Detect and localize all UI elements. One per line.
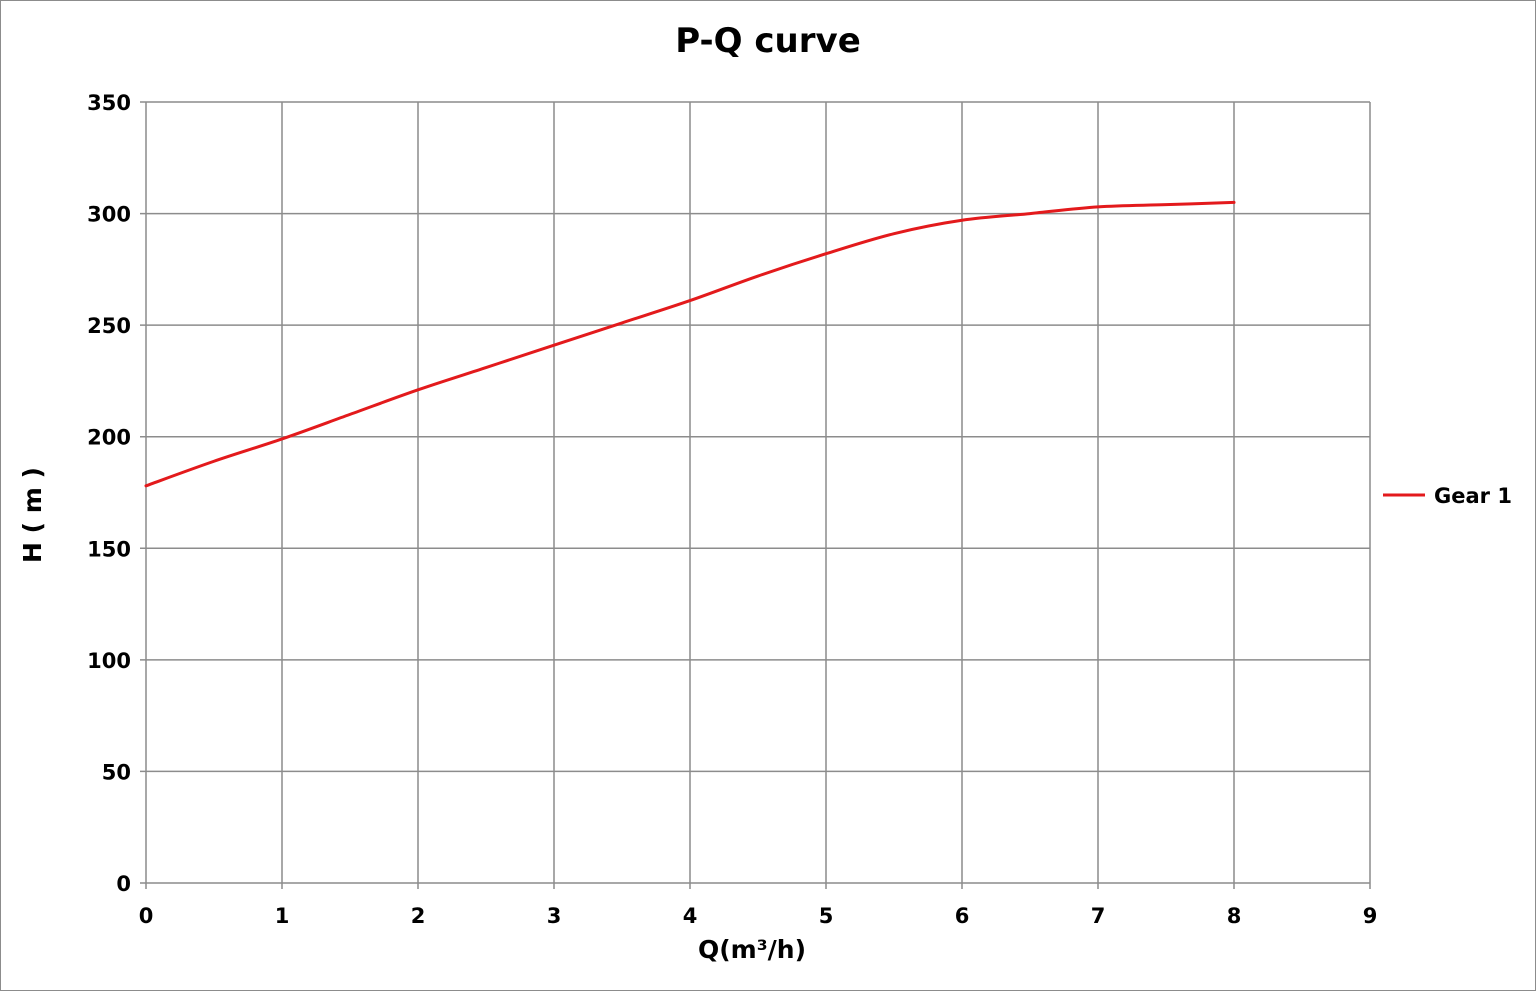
- y-tick-label: 300: [87, 203, 131, 227]
- x-tick-label: 9: [1363, 904, 1378, 928]
- y-tick-label: 150: [87, 537, 131, 561]
- x-tick-label: 7: [1091, 904, 1106, 928]
- x-tick-label: 1: [275, 904, 290, 928]
- y-tick-label: 0: [116, 872, 131, 896]
- y-tick-label: 200: [87, 426, 131, 450]
- x-axis-label: Q(m³/h): [698, 935, 806, 964]
- x-tick-label: 6: [955, 904, 970, 928]
- y-tick-label: 100: [87, 649, 131, 673]
- legend: Gear 1: [1383, 484, 1512, 508]
- series-lines: [144, 200, 1236, 488]
- chart-title: P-Q curve: [675, 21, 861, 61]
- y-axis-label: H ( m ): [18, 467, 47, 563]
- y-tick-label: 50: [102, 760, 131, 784]
- y-tick-label: 250: [87, 314, 131, 338]
- series-line-gear-1: [144, 200, 1236, 488]
- x-tick-label: 5: [819, 904, 834, 928]
- grid: [140, 101, 1371, 889]
- tick-labels: 0 1 2 3 4 5 6 7 8 9 0 50 100 150 200 250 300 350: [87, 91, 1377, 928]
- x-tick-label: 8: [1227, 904, 1242, 928]
- legend-label: Gear 1: [1434, 484, 1512, 508]
- x-tick-label: 2: [411, 904, 426, 928]
- y-tick-label: 350: [87, 91, 131, 115]
- x-tick-label: 4: [683, 904, 698, 928]
- x-tick-label: 0: [139, 904, 154, 928]
- x-tick-label: 3: [547, 904, 562, 928]
